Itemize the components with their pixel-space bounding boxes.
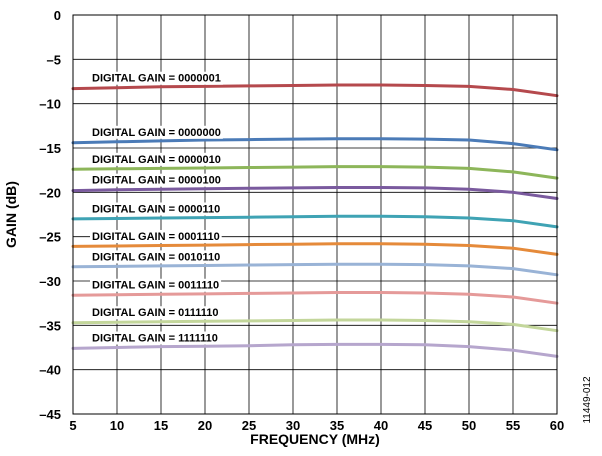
x-tick-label-5: 30 [286, 418, 300, 433]
series-label-bg-2 [90, 152, 223, 166]
series-label-8: DIGITAL GAIN = 0111110 [92, 307, 218, 319]
series-label-bg-4 [90, 202, 223, 216]
y-tick-label-8: –40 [39, 363, 61, 378]
tick-labels: 5 10 15 20 25 30 35 40 45 50 55 60 0 –5 –10 –15 –20 –25 –3… [39, 8, 564, 433]
series-label-bg-6 [90, 250, 223, 264]
y-tick-label-2: –10 [39, 97, 61, 112]
figure-id: 11449-012 [582, 376, 593, 424]
series-label-0: DIGITAL GAIN = 0000001 [92, 73, 221, 85]
series-label-bg-3 [90, 173, 223, 187]
y-tick-label-4: –20 [39, 185, 61, 200]
series-line-0 [71, 83, 559, 98]
series-line-9 [71, 342, 559, 358]
series-labels: DIGITAL GAIN = 0000001 DIGITAL GAIN = 000… [90, 71, 223, 345]
series-label-bg-8 [90, 306, 221, 320]
x-tick-label-0: 5 [69, 418, 76, 433]
series-line-1 [71, 137, 559, 152]
y-tick-label-0: 0 [54, 8, 61, 23]
series-line-5 [71, 242, 559, 256]
series-line-6 [71, 262, 559, 277]
y-axis-title: GAIN (dB) [3, 181, 19, 248]
series-label-9: DIGITAL GAIN = 1111110 [92, 333, 218, 345]
x-tick-label-2: 15 [154, 418, 168, 433]
series-label-6: DIGITAL GAIN = 0010110 [92, 251, 220, 263]
series-line-2 [71, 165, 559, 180]
x-tick-label-1: 10 [110, 418, 124, 433]
series-line-8 [71, 318, 559, 333]
series-label-3: DIGITAL GAIN = 0000100 [92, 175, 221, 187]
x-axis-title: FREQUENCY (MHz) [250, 431, 380, 447]
x-tick-label-3: 20 [198, 418, 212, 433]
series-label-bg-1 [90, 125, 223, 139]
y-tick-label-1: –5 [47, 52, 61, 67]
series-line-7 [71, 291, 559, 305]
series-label-4: DIGITAL GAIN = 0000110 [92, 203, 220, 215]
series-label-7: DIGITAL GAIN = 0011110 [92, 280, 219, 292]
plot-border [72, 14, 558, 415]
y-tick-label-9: –45 [39, 407, 61, 422]
series-label-bg-7 [90, 278, 222, 292]
y-tick-label-6: –30 [39, 274, 61, 289]
series-lines [71, 83, 559, 358]
series-label-bg-5 [90, 229, 222, 243]
y-tick-label-3: –15 [39, 141, 61, 156]
x-tick-label-4: 25 [242, 418, 256, 433]
series-label-2: DIGITAL GAIN = 0000010 [92, 154, 221, 166]
series-line-3 [71, 186, 559, 200]
y-tick-label-7: –35 [39, 318, 61, 333]
series-label-bg-0 [90, 71, 223, 85]
x-tick-label-7: 40 [374, 418, 388, 433]
x-tick-label-8: 45 [418, 418, 432, 433]
series-label-1: DIGITAL GAIN = 0000000 [92, 127, 221, 139]
x-tick-label-9: 50 [462, 418, 476, 433]
x-tick-label-10: 55 [506, 418, 520, 433]
x-tick-label-11: 60 [550, 418, 564, 433]
y-tick-label-5: –25 [39, 230, 61, 245]
series-label-bg-9 [90, 331, 220, 345]
series-label-5: DIGITAL GAIN = 0001110 [92, 231, 220, 243]
series-line-4 [71, 214, 559, 229]
x-tick-label-6: 35 [330, 418, 344, 433]
